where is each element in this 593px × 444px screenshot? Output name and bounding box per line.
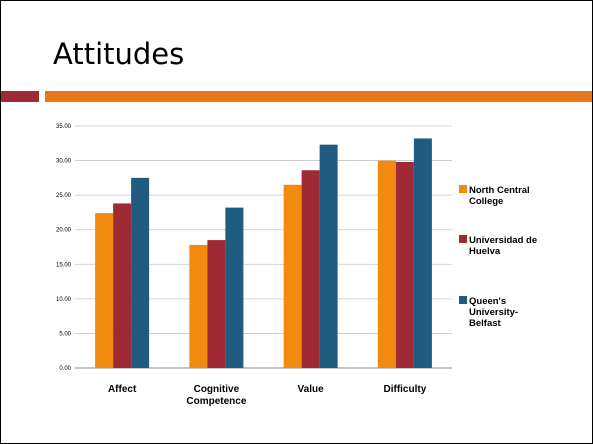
axis-labels: 0.00 5.00 10.00 15.00 20.00 25.00 30.00 35.00 Af…	[56, 124, 427, 407]
bars	[95, 138, 432, 368]
bar	[95, 213, 114, 368]
legend-label: North Central	[469, 185, 530, 196]
y-tick-label: 30.00	[56, 159, 72, 165]
title-accent-band-left	[1, 91, 39, 102]
y-tick-label: 0.00	[59, 366, 71, 372]
x-category-label: Difficulty	[383, 384, 426, 395]
x-category-label: Competence	[186, 396, 246, 407]
bar	[377, 160, 396, 368]
bar	[413, 138, 432, 368]
bar	[395, 161, 414, 368]
slide-title: Attitudes	[53, 37, 185, 71]
legend-swatch	[459, 296, 467, 304]
y-tick-label: 20.00	[56, 228, 72, 234]
y-tick-label: 15.00	[56, 262, 72, 268]
bar	[189, 244, 208, 368]
y-tick-label: 35.00	[56, 124, 72, 130]
legend-label: Belfast	[469, 318, 502, 329]
legend-label: Huelva	[469, 246, 501, 257]
y-tick-label: 10.00	[56, 297, 72, 303]
legend-label: Universidad de	[469, 235, 537, 246]
y-tick-label: 5.00	[59, 331, 71, 337]
bar	[319, 144, 338, 368]
legend-swatch	[459, 235, 467, 243]
legend-label: College	[469, 196, 503, 207]
x-category-label: Value	[298, 384, 325, 395]
y-tick-label: 25.00	[56, 193, 72, 199]
legend-label: University-	[469, 307, 518, 318]
bar	[283, 184, 302, 368]
bar	[301, 170, 320, 368]
bar	[225, 207, 244, 368]
bar	[131, 177, 150, 368]
title-accent-band-right	[45, 91, 592, 102]
legend-swatch	[459, 185, 467, 193]
x-category-label: Cognitive	[194, 384, 240, 395]
bar	[113, 203, 132, 368]
legend-label: Queen's	[469, 296, 506, 307]
x-category-label: Affect	[108, 384, 137, 395]
bar	[207, 240, 226, 368]
